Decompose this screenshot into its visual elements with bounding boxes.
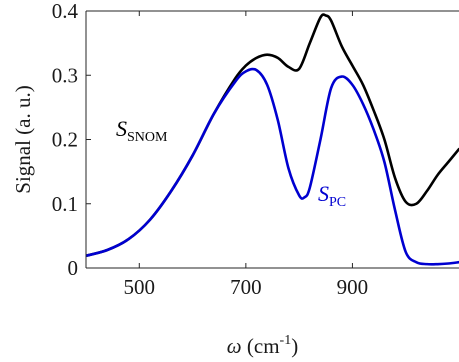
y-tick-label: 0.4 <box>52 0 79 23</box>
y-axis-label: Signal (a. u.) <box>11 85 35 193</box>
series-lines <box>86 13 459 266</box>
x-tick-label: 900 <box>337 275 369 299</box>
x-label-symbol: ω <box>227 334 242 358</box>
x-label-close: ) <box>291 334 298 358</box>
y-tick-label: 0.3 <box>52 63 78 87</box>
x-tick-label: 500 <box>124 275 156 299</box>
series-label-snom: SSNOM <box>116 116 168 145</box>
series-line-pc <box>86 67 459 266</box>
series-label-sub: PC <box>329 195 346 210</box>
y-tick-label: 0 <box>68 256 79 280</box>
axes: 0 0.1 0.2 0.3 0.4 500 700 900 <box>52 0 459 299</box>
y-tick-label: 0.2 <box>52 128 78 152</box>
series-label-sub: SNOM <box>127 130 168 145</box>
x-label-unit: (cm <box>242 334 280 358</box>
series-label-main: S <box>318 181 329 206</box>
plot-area <box>86 13 459 266</box>
series-label-main: S <box>116 116 127 141</box>
x-label-exponent: -1 <box>280 333 292 348</box>
series-label-pc: SPC <box>318 181 346 210</box>
x-tick-label: 700 <box>230 275 262 299</box>
y-tick-label: 0.1 <box>52 192 78 216</box>
x-axis-label: ω (cm-1) <box>227 333 298 358</box>
